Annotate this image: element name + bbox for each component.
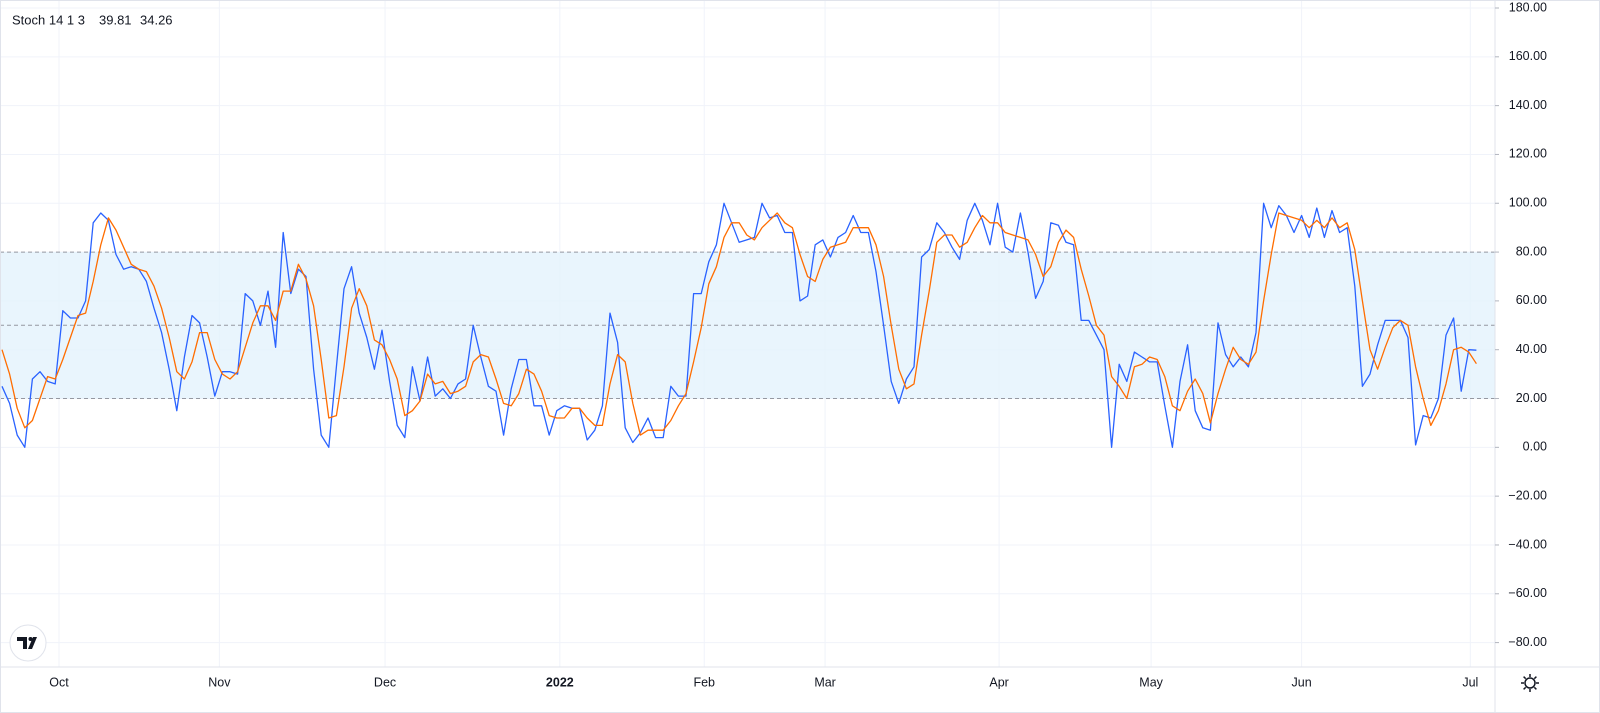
y-tick-label: 160.00 — [1509, 49, 1547, 63]
y-tick-label: −40.00 — [1508, 537, 1547, 551]
series-line — [1, 202, 1477, 448]
y-tick-label: 40.00 — [1516, 342, 1547, 356]
axes: −80.00 −60.00 −40.00 −20.00 0.00 20.00 40.00 60… — [49, 0, 1547, 689]
y-tick-label: 100.00 — [1509, 196, 1547, 210]
x-tick-label: Jun — [1292, 675, 1312, 689]
y-tick-label: 0.00 — [1523, 440, 1547, 454]
x-tick-label: Nov — [208, 675, 231, 689]
x-tick-label: Apr — [989, 675, 1008, 689]
y-tick-label: 20.00 — [1516, 391, 1547, 405]
y-tick-label: 180.00 — [1509, 0, 1547, 14]
y-tick-label: 80.00 — [1516, 244, 1547, 258]
x-tick-label: May — [1139, 675, 1163, 689]
last-value-k: 39.81 — [99, 12, 132, 27]
last-value-d: 34.26 — [140, 12, 173, 27]
y-tick-label: 60.00 — [1516, 293, 1547, 307]
band-fill — [0, 252, 1495, 399]
indicator-title: Stoch 14 1 3 — [12, 12, 85, 27]
x-tick-label: Feb — [693, 675, 715, 689]
y-tick-label: 120.00 — [1509, 147, 1547, 161]
x-tick-label: 2022 — [546, 675, 574, 689]
y-tick-label: −20.00 — [1508, 488, 1547, 502]
y-tick-label: −80.00 — [1508, 635, 1547, 649]
x-tick-label: Mar — [814, 675, 836, 689]
x-tick-label: Oct — [49, 675, 69, 689]
y-tick-label: 140.00 — [1509, 98, 1547, 112]
x-tick-label: Dec — [374, 675, 396, 689]
x-tick-label: Jul — [1462, 675, 1478, 689]
series-line — [1, 212, 1477, 436]
lines — [1, 202, 1477, 448]
bands — [0, 251, 1495, 400]
y-tick-label: −60.00 — [1508, 586, 1547, 600]
tradingview-logo[interactable] — [9, 624, 47, 662]
settings-icon[interactable] — [1521, 674, 1539, 692]
